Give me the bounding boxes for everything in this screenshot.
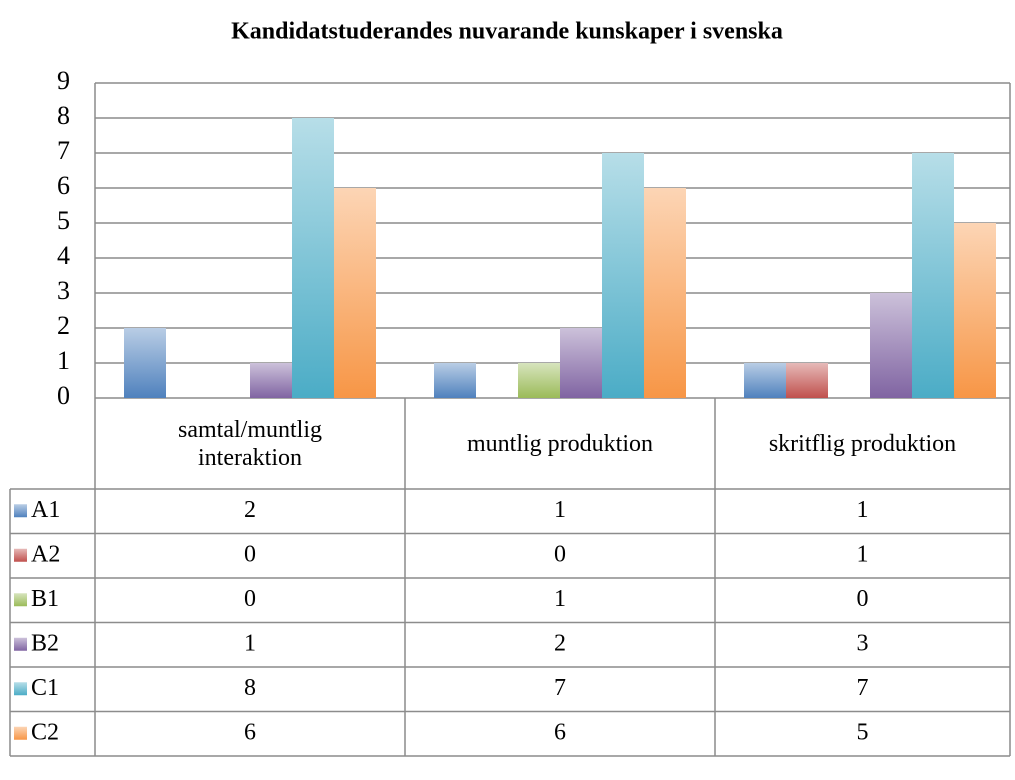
- y-tick-label: 6: [57, 171, 70, 200]
- x-tick-label: samtal/muntlig interaktion: [95, 398, 405, 489]
- category-text: muntlig produktion: [467, 430, 653, 457]
- legend-key: [14, 682, 27, 696]
- legend-key: [14, 637, 27, 651]
- x-tick-label: skritflig produktion: [715, 398, 1010, 489]
- table-value: 1: [857, 497, 869, 523]
- bar: [560, 328, 602, 398]
- y-tick-label: 2: [57, 311, 70, 340]
- legend-label: A1: [31, 497, 60, 523]
- legend-key: [14, 593, 27, 607]
- bar: [334, 188, 376, 398]
- legend-key: [14, 726, 27, 740]
- bar: [870, 293, 912, 398]
- table-value: 7: [554, 675, 566, 701]
- table-value: 2: [554, 630, 566, 656]
- table-value: 0: [857, 586, 869, 612]
- table-value: 6: [244, 719, 256, 745]
- category-text: samtal/muntlig interaktion: [178, 416, 322, 471]
- x-tick-label: muntlig produktion: [405, 398, 715, 489]
- y-tick-label: 7: [57, 136, 70, 165]
- bar: [518, 363, 560, 398]
- table-value: 1: [244, 630, 256, 656]
- table-value: 1: [857, 541, 869, 567]
- table-value: 0: [554, 541, 566, 567]
- bar: [744, 363, 786, 398]
- legend-label: C1: [31, 675, 59, 701]
- table-value: 0: [244, 541, 256, 567]
- table-value: 7: [857, 675, 869, 701]
- table-value: 5: [857, 719, 869, 745]
- table-value: 2: [244, 497, 256, 523]
- table-value: 0: [244, 586, 256, 612]
- legend-label: B2: [31, 630, 59, 656]
- y-tick-label: 5: [57, 206, 70, 235]
- y-tick-label: 0: [57, 381, 70, 410]
- table-value: 1: [554, 497, 566, 523]
- y-tick-label: 1: [57, 346, 70, 375]
- legend-label: C2: [31, 719, 59, 745]
- legend-label: B1: [31, 586, 59, 612]
- y-tick-label: 8: [57, 101, 70, 130]
- bar: [954, 223, 996, 398]
- chart-title: Kandidatstuderandes nuvarande kunskaper …: [231, 19, 783, 45]
- bar: [912, 153, 954, 398]
- bar: [292, 118, 334, 398]
- y-tick-label: 3: [57, 276, 70, 305]
- y-tick-label: 4: [57, 241, 70, 270]
- table-value: 1: [554, 586, 566, 612]
- table-value: 8: [244, 675, 256, 701]
- table-value: 3: [857, 630, 869, 656]
- table-value: 6: [554, 719, 566, 745]
- bar: [124, 328, 166, 398]
- bar: [434, 363, 476, 398]
- legend-label: A2: [31, 541, 60, 567]
- bar: [602, 153, 644, 398]
- bar: [250, 363, 292, 398]
- legend-key: [14, 548, 27, 562]
- category-text: skritflig produktion: [768, 430, 957, 457]
- bar: [644, 188, 686, 398]
- legend-key: [14, 504, 27, 518]
- y-tick-label: 9: [57, 66, 70, 95]
- bar: [786, 363, 828, 398]
